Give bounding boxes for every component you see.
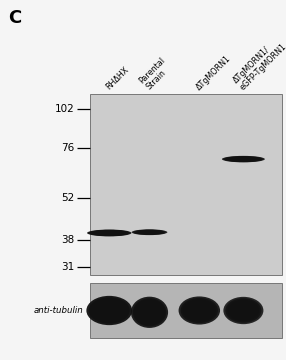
Ellipse shape — [193, 306, 206, 315]
Ellipse shape — [241, 309, 245, 312]
Ellipse shape — [87, 230, 132, 237]
Ellipse shape — [144, 307, 155, 317]
Text: Parental
Strain: Parental Strain — [138, 55, 174, 92]
Text: ΔTgMORN1: ΔTgMORN1 — [194, 54, 233, 92]
Text: 52: 52 — [61, 193, 74, 203]
Ellipse shape — [102, 232, 117, 234]
Ellipse shape — [142, 231, 157, 233]
Ellipse shape — [102, 306, 116, 315]
Ellipse shape — [231, 157, 256, 161]
Ellipse shape — [146, 309, 153, 315]
Ellipse shape — [97, 232, 122, 234]
Ellipse shape — [107, 309, 112, 312]
Ellipse shape — [105, 307, 114, 314]
Ellipse shape — [145, 231, 154, 233]
Ellipse shape — [238, 158, 249, 160]
Ellipse shape — [233, 157, 254, 161]
Ellipse shape — [237, 306, 249, 315]
Ellipse shape — [140, 231, 158, 234]
Ellipse shape — [197, 309, 201, 312]
Ellipse shape — [148, 311, 151, 314]
Ellipse shape — [138, 303, 161, 322]
FancyBboxPatch shape — [90, 94, 282, 275]
Ellipse shape — [91, 299, 128, 322]
Text: 76: 76 — [61, 143, 74, 153]
Ellipse shape — [224, 156, 263, 162]
Ellipse shape — [96, 231, 122, 235]
Ellipse shape — [185, 306, 214, 315]
Text: C: C — [9, 9, 22, 27]
Ellipse shape — [227, 157, 259, 162]
Ellipse shape — [135, 230, 164, 235]
Ellipse shape — [240, 158, 247, 159]
Ellipse shape — [100, 305, 118, 316]
Ellipse shape — [148, 232, 151, 233]
Ellipse shape — [135, 300, 164, 325]
Text: 31: 31 — [61, 262, 74, 271]
Ellipse shape — [195, 308, 203, 313]
Ellipse shape — [227, 300, 259, 321]
Ellipse shape — [185, 301, 214, 320]
Text: anti-tubulin: anti-tubulin — [33, 306, 83, 315]
Ellipse shape — [229, 157, 258, 161]
Ellipse shape — [183, 299, 216, 322]
Ellipse shape — [100, 231, 118, 234]
Ellipse shape — [106, 233, 113, 234]
Ellipse shape — [96, 302, 123, 319]
Ellipse shape — [136, 307, 162, 318]
Ellipse shape — [136, 230, 163, 234]
Ellipse shape — [138, 230, 161, 234]
Ellipse shape — [233, 304, 253, 317]
Ellipse shape — [229, 306, 257, 315]
Ellipse shape — [222, 156, 265, 162]
Ellipse shape — [189, 303, 210, 318]
Ellipse shape — [94, 231, 124, 235]
Text: ΔTgMORN1/
eGFP-TgMORN1: ΔTgMORN1/ eGFP-TgMORN1 — [232, 35, 286, 92]
Ellipse shape — [142, 306, 157, 319]
Ellipse shape — [93, 230, 126, 235]
Ellipse shape — [236, 158, 251, 160]
Ellipse shape — [225, 298, 261, 323]
Ellipse shape — [89, 230, 130, 236]
Ellipse shape — [89, 297, 130, 324]
Ellipse shape — [239, 308, 247, 313]
Ellipse shape — [146, 232, 152, 233]
Ellipse shape — [133, 298, 166, 327]
Ellipse shape — [181, 298, 218, 323]
Ellipse shape — [136, 301, 162, 323]
Ellipse shape — [98, 231, 120, 235]
Ellipse shape — [232, 158, 255, 160]
Ellipse shape — [225, 156, 261, 162]
Ellipse shape — [229, 301, 257, 320]
Ellipse shape — [231, 302, 255, 319]
FancyBboxPatch shape — [90, 283, 282, 338]
Text: 38: 38 — [61, 235, 74, 245]
Text: RHΔHX: RHΔHX — [104, 66, 131, 92]
Ellipse shape — [223, 297, 263, 324]
Ellipse shape — [144, 231, 156, 233]
Ellipse shape — [235, 158, 252, 161]
Ellipse shape — [235, 305, 251, 316]
Ellipse shape — [187, 302, 212, 319]
Ellipse shape — [131, 297, 168, 328]
Text: 102: 102 — [55, 104, 74, 114]
Ellipse shape — [140, 305, 159, 320]
Ellipse shape — [178, 296, 220, 325]
Ellipse shape — [133, 230, 166, 235]
Ellipse shape — [86, 296, 132, 325]
Ellipse shape — [104, 232, 115, 234]
Ellipse shape — [139, 230, 160, 234]
Ellipse shape — [132, 229, 167, 235]
Ellipse shape — [98, 303, 121, 318]
Ellipse shape — [140, 231, 159, 233]
Ellipse shape — [91, 230, 128, 236]
Ellipse shape — [191, 305, 208, 316]
Ellipse shape — [93, 305, 125, 316]
Ellipse shape — [93, 300, 125, 321]
